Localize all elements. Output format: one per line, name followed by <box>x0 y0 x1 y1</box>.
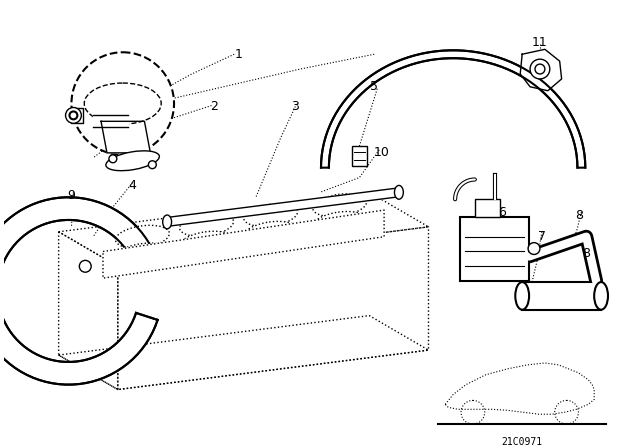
Polygon shape <box>321 50 586 168</box>
Text: 6: 6 <box>499 206 506 219</box>
Polygon shape <box>118 227 429 390</box>
Polygon shape <box>93 116 127 127</box>
Text: 2: 2 <box>211 100 218 113</box>
Polygon shape <box>59 192 429 266</box>
Ellipse shape <box>180 231 234 254</box>
Text: 21C0971: 21C0971 <box>502 437 543 447</box>
Circle shape <box>535 64 545 74</box>
Circle shape <box>148 161 156 168</box>
Ellipse shape <box>244 204 298 226</box>
Ellipse shape <box>84 83 161 124</box>
Text: 5: 5 <box>371 80 378 93</box>
Polygon shape <box>166 188 399 226</box>
Ellipse shape <box>106 151 159 171</box>
Circle shape <box>65 108 81 123</box>
Bar <box>460 217 529 281</box>
Text: 3: 3 <box>291 100 300 113</box>
Ellipse shape <box>116 243 170 266</box>
Polygon shape <box>59 315 429 390</box>
Ellipse shape <box>394 185 403 199</box>
Text: 7: 7 <box>538 230 546 243</box>
Ellipse shape <box>594 282 608 310</box>
Circle shape <box>70 112 77 119</box>
Ellipse shape <box>313 194 367 216</box>
Polygon shape <box>101 121 150 153</box>
Circle shape <box>72 52 174 155</box>
Polygon shape <box>520 49 562 91</box>
Bar <box>522 282 601 310</box>
Bar <box>351 146 367 166</box>
Circle shape <box>109 155 117 163</box>
Text: 4: 4 <box>129 179 136 192</box>
Ellipse shape <box>116 225 170 248</box>
Text: 8: 8 <box>575 208 584 221</box>
Circle shape <box>528 243 540 254</box>
Circle shape <box>530 59 550 79</box>
Text: 9: 9 <box>68 189 76 202</box>
Ellipse shape <box>515 282 529 310</box>
Polygon shape <box>59 232 118 390</box>
Ellipse shape <box>163 215 172 229</box>
Text: 10: 10 <box>373 146 389 159</box>
Bar <box>475 199 499 217</box>
Text: 11: 11 <box>532 36 548 49</box>
Text: 1: 1 <box>234 48 242 61</box>
Ellipse shape <box>313 211 367 234</box>
Ellipse shape <box>244 221 298 244</box>
Ellipse shape <box>180 214 234 236</box>
Circle shape <box>79 260 91 272</box>
Text: 8: 8 <box>582 247 590 260</box>
Polygon shape <box>72 108 83 123</box>
Polygon shape <box>0 197 157 384</box>
Polygon shape <box>103 210 384 278</box>
